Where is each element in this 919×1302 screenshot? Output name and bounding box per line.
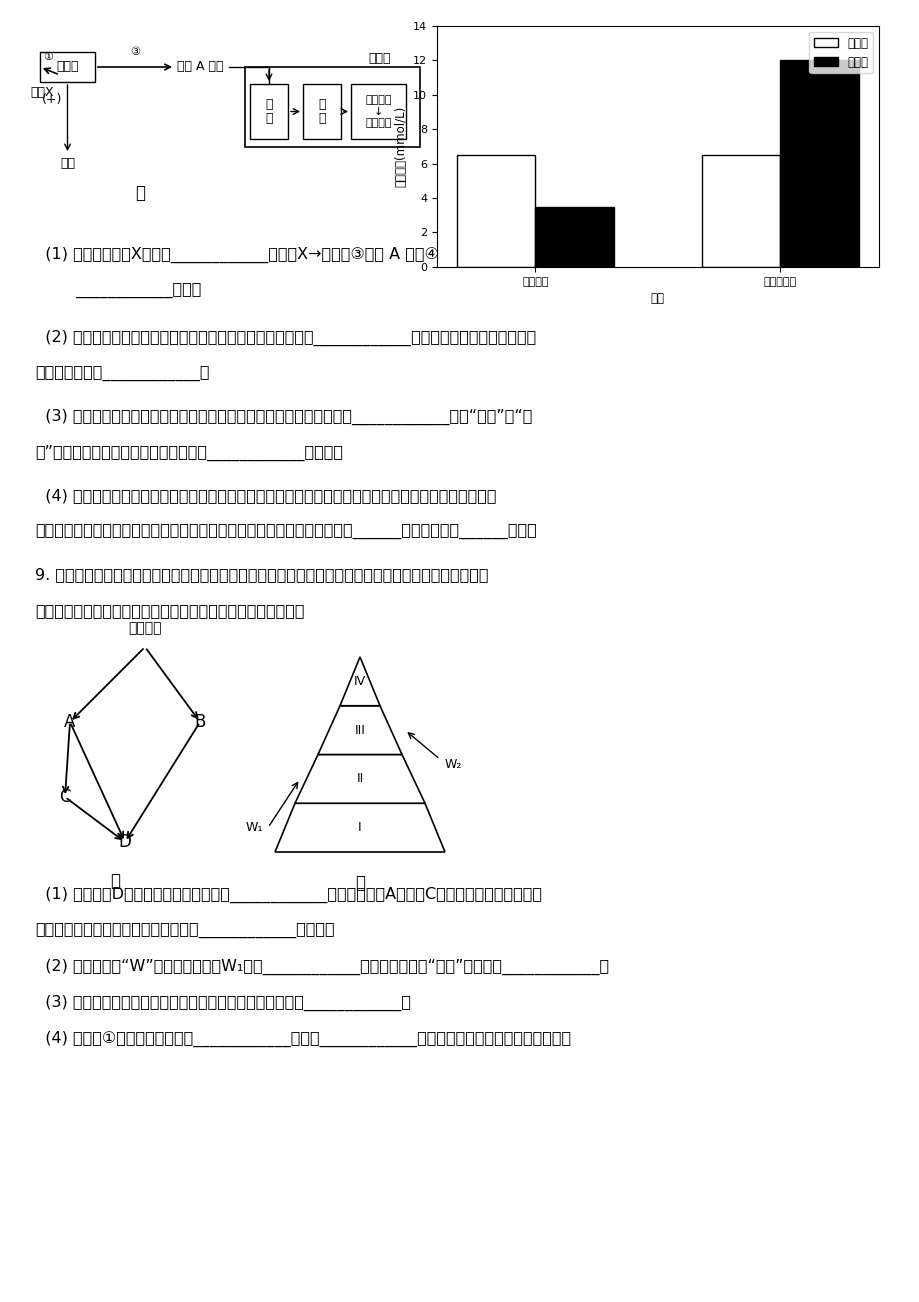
Text: C: C <box>59 788 71 806</box>
Polygon shape <box>295 754 425 803</box>
Text: (4) 在探究胰岛素具有降低血糖含量的作用实验中，若在正常家兔每次注射胰岛素前后，以家兔机体的状: (4) 在探究胰岛素具有降低血糖含量的作用实验中，若在正常家兔每次注射胰岛素前后… <box>35 488 496 503</box>
Text: 态变化为观察指标，而不以家兔血糖含量的变化为指标，则应先给家兔注射______溶液，后注射______溶液。: 态变化为观察指标，而不以家兔血糖含量的变化为指标，则应先给家兔注射______溶… <box>35 525 536 539</box>
Text: I: I <box>357 822 361 835</box>
Bar <box>244 66 420 147</box>
Text: ①: ① <box>43 52 53 62</box>
Text: (1) 图甲中的D生物在该生态系统中占有____________个营养基；若A生物与C生物可以根据对方留下的: (1) 图甲中的D生物在该生态系统中占有____________个营养基；若A生… <box>35 887 541 904</box>
Text: 失活: 失活 <box>60 158 75 171</box>
Text: 胰岛 A 细胞: 胰岛 A 细胞 <box>176 60 223 73</box>
Y-axis label: 血糖含量(mmol/L): 血糖含量(mmol/L) <box>394 105 407 187</box>
Text: II: II <box>356 772 363 785</box>
Text: 使肝糖原分解及____________。: 使肝糖原分解及____________。 <box>35 366 210 381</box>
Bar <box>779 60 857 267</box>
Text: 丙为该草原生态系统中碳循环的示意图。请据图回答下列问题：: 丙为该草原生态系统中碳循环的示意图。请据图回答下列问题： <box>35 603 304 618</box>
Bar <box>351 85 405 139</box>
Polygon shape <box>340 658 380 706</box>
Text: 乙: 乙 <box>694 240 704 258</box>
Text: (+): (+) <box>42 94 62 107</box>
Text: ③: ③ <box>130 47 140 57</box>
Text: 蝶细胞: 蝶细胞 <box>369 52 391 65</box>
Bar <box>701 155 779 267</box>
Text: III: III <box>354 724 365 737</box>
Text: 甲: 甲 <box>110 872 119 891</box>
Text: B: B <box>194 713 206 730</box>
Text: 反”）；这一结果能够说明肾上腺素具有____________的作用。: 反”）；这一结果能够说明肾上腺素具有____________的作用。 <box>35 445 343 461</box>
Text: ____________调节。: ____________调节。 <box>75 283 201 298</box>
Text: (4) 图丙中①表示的生理过程是____________；可用____________（填序号）表示消费者的呼吸作用。: (4) 图丙中①表示的生理过程是____________；可用_________… <box>35 1031 571 1047</box>
Text: 受
体: 受 体 <box>318 98 325 125</box>
Text: 气味去猎捕或躚避，说明信息传递具有____________的功能。: 气味去猎捕或躚避，说明信息传递具有____________的功能。 <box>35 923 335 939</box>
Bar <box>302 85 341 139</box>
Polygon shape <box>318 706 402 754</box>
Bar <box>40 52 95 82</box>
Text: W₁: W₁ <box>245 822 263 835</box>
Bar <box>457 155 535 267</box>
Text: (2) 若图乙中的“W”代表能量値，则W₁表示____________。形成图乙所示“塔形”的原因是____________。: (2) 若图乙中的“W”代表能量値，则W₁表示____________。形成图乙… <box>35 960 608 975</box>
Text: 刺激X: 刺激X <box>30 86 53 99</box>
Text: 激
素: 激 素 <box>265 98 272 125</box>
Text: 代谢改变
↓
生理反应: 代谢改变 ↓ 生理反应 <box>365 95 391 128</box>
Text: (1) 图甲中，刺激X可能是____________。刺激X→下丘脑③胰岛 A 细胞④肝细胞，这一过程存在: (1) 图甲中，刺激X可能是____________。刺激X→下丘脑③胰岛 A … <box>35 247 535 263</box>
Text: (3) 图丙中参与碳循环的生物在该草原生态系统中的成分是____________。: (3) 图丙中参与碳循环的生物在该草原生态系统中的成分是____________… <box>35 995 411 1012</box>
Text: D: D <box>119 833 131 852</box>
Legend: 注射前, 注射后: 注射前, 注射后 <box>809 33 872 73</box>
Text: 下丘脑: 下丘脑 <box>56 60 79 73</box>
Text: A: A <box>64 713 75 730</box>
Text: (2) 图甲中，蝶细胞细胞膜上识别该激素的受体的化学本质是____________，其接受该激素刺激后，可促: (2) 图甲中，蝶细胞细胞膜上识别该激素的受体的化学本质是___________… <box>35 329 536 346</box>
Text: 甲: 甲 <box>135 184 145 202</box>
Bar <box>535 207 613 267</box>
Text: 9. 下图表示某草原生态系统中部分生物之间的种间关系，图乙为图甲所示生物的能量流动金字塔简图，图: 9. 下图表示某草原生态系统中部分生物之间的种间关系，图乙为图甲所示生物的能量流… <box>35 568 488 582</box>
Polygon shape <box>275 803 445 852</box>
Text: W₂: W₂ <box>445 758 462 771</box>
Bar <box>250 85 288 139</box>
Text: 乙: 乙 <box>355 874 365 892</box>
Text: IV: IV <box>354 674 366 687</box>
X-axis label: 组别: 组别 <box>650 292 664 305</box>
Text: (3) 图乙中，注射肾上腺素前后的血糖含量的变化与注射胰岛素前后的____________（填“相同”或“相: (3) 图乙中，注射肾上腺素前后的血糖含量的变化与注射胰岛素前后的_______… <box>35 409 532 426</box>
Text: 绿色植物: 绿色植物 <box>128 621 162 635</box>
